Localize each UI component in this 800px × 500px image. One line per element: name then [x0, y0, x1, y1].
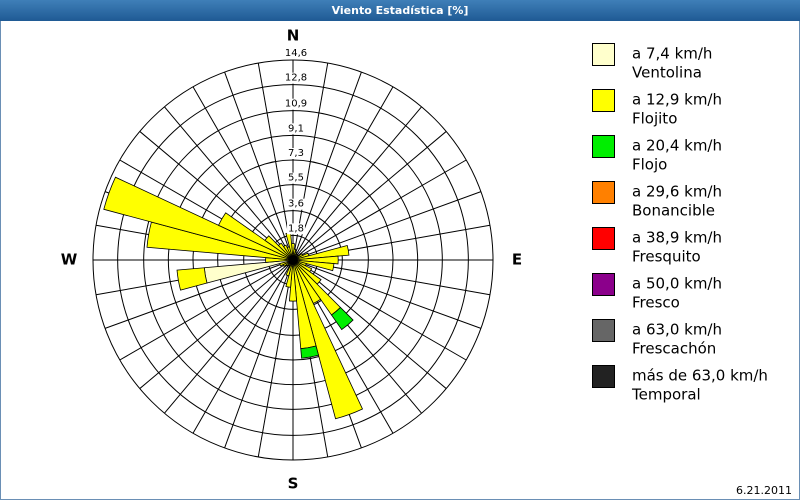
legend-swatch: [592, 227, 615, 250]
legend-description: Fresco: [632, 294, 680, 312]
wedge: [292, 259, 364, 420]
wedge: [283, 244, 294, 261]
legend-label: a 7,4 km/h: [632, 45, 712, 63]
legend-label: más de 63,0 km/h: [632, 367, 768, 385]
legend-label: a 63,0 km/h: [632, 321, 722, 339]
y-tick-label: 1,8: [288, 223, 304, 234]
spoke: [224, 259, 294, 449]
legend-description: Temporal: [631, 386, 701, 404]
spoke: [292, 159, 467, 261]
y-tick-label: 5,5: [288, 173, 304, 184]
spoke: [192, 86, 294, 261]
legend-swatch: [592, 365, 615, 388]
spoke: [224, 71, 294, 261]
wedge: [264, 235, 294, 261]
legend-swatch: [592, 135, 615, 158]
tick-label-bg: [287, 223, 305, 235]
wedge: [176, 267, 208, 291]
tick-label-bg: [287, 198, 305, 210]
legend-description: Ventolina: [632, 64, 702, 82]
chart-title: Viento Estadística [%]: [332, 4, 469, 17]
direction-label: W: [61, 251, 78, 269]
direction-label: S: [288, 475, 299, 493]
wedge: [292, 244, 350, 261]
wedge: [277, 242, 294, 261]
legend-label: a 20,4 km/h: [632, 137, 722, 155]
wedge: [292, 255, 339, 265]
legend-description: Frescachón: [632, 340, 716, 358]
wedge: [103, 176, 294, 261]
wedge: [217, 212, 294, 261]
tick-label-bg: [283, 48, 309, 59]
legend-label: a 29,6 km/h: [632, 183, 722, 201]
y-tick-label: 9,1: [288, 123, 304, 134]
legend-label: a 12,9 km/h: [632, 91, 722, 109]
wedge: [330, 306, 354, 331]
tick-label-bg: [283, 98, 309, 110]
tick-label-bg: [287, 172, 305, 184]
y-tick-label: 3,6: [288, 199, 304, 210]
wedge: [288, 259, 298, 302]
spoke: [192, 259, 294, 434]
legend-description: Fresquito: [632, 248, 701, 266]
direction-label: E: [512, 251, 522, 269]
y-tick-label: 10,9: [285, 99, 307, 110]
legend-swatch: [592, 43, 615, 66]
y-tick-label: 7,3: [288, 148, 304, 159]
spoke: [164, 259, 294, 414]
spoke: [104, 259, 294, 329]
wedge: [300, 345, 320, 359]
spoke: [257, 259, 294, 458]
y-tick-label: 14,6: [285, 48, 307, 59]
spoke: [292, 106, 422, 261]
spoke: [292, 86, 394, 261]
legend-description: Bonancible: [632, 202, 715, 220]
direction-label: N: [287, 27, 300, 45]
spoke: [119, 259, 294, 361]
spoke: [292, 191, 482, 261]
spoke: [292, 131, 447, 261]
legend-description: Flojito: [632, 110, 677, 128]
spoke: [139, 259, 294, 389]
legend-swatch: [592, 319, 615, 342]
y-tick-label: 12,8: [285, 73, 307, 84]
tick-label-bg: [287, 123, 305, 135]
legend-swatch: [592, 273, 615, 296]
spoke: [164, 106, 294, 261]
tick-label-bg: [283, 72, 309, 84]
legend-swatch: [592, 181, 615, 204]
title-bar: [0, 0, 800, 21]
legend-label: a 50,0 km/h: [632, 275, 722, 293]
center-dot: [290, 257, 296, 263]
spoke: [292, 259, 467, 361]
tick-label-bg: [287, 148, 305, 159]
legend-label: a 38,9 km/h: [632, 229, 722, 247]
date-label: 6.21.2011: [736, 484, 792, 497]
legend-description: Flojo: [632, 156, 667, 174]
legend-swatch: [592, 89, 615, 112]
spoke: [292, 259, 482, 329]
